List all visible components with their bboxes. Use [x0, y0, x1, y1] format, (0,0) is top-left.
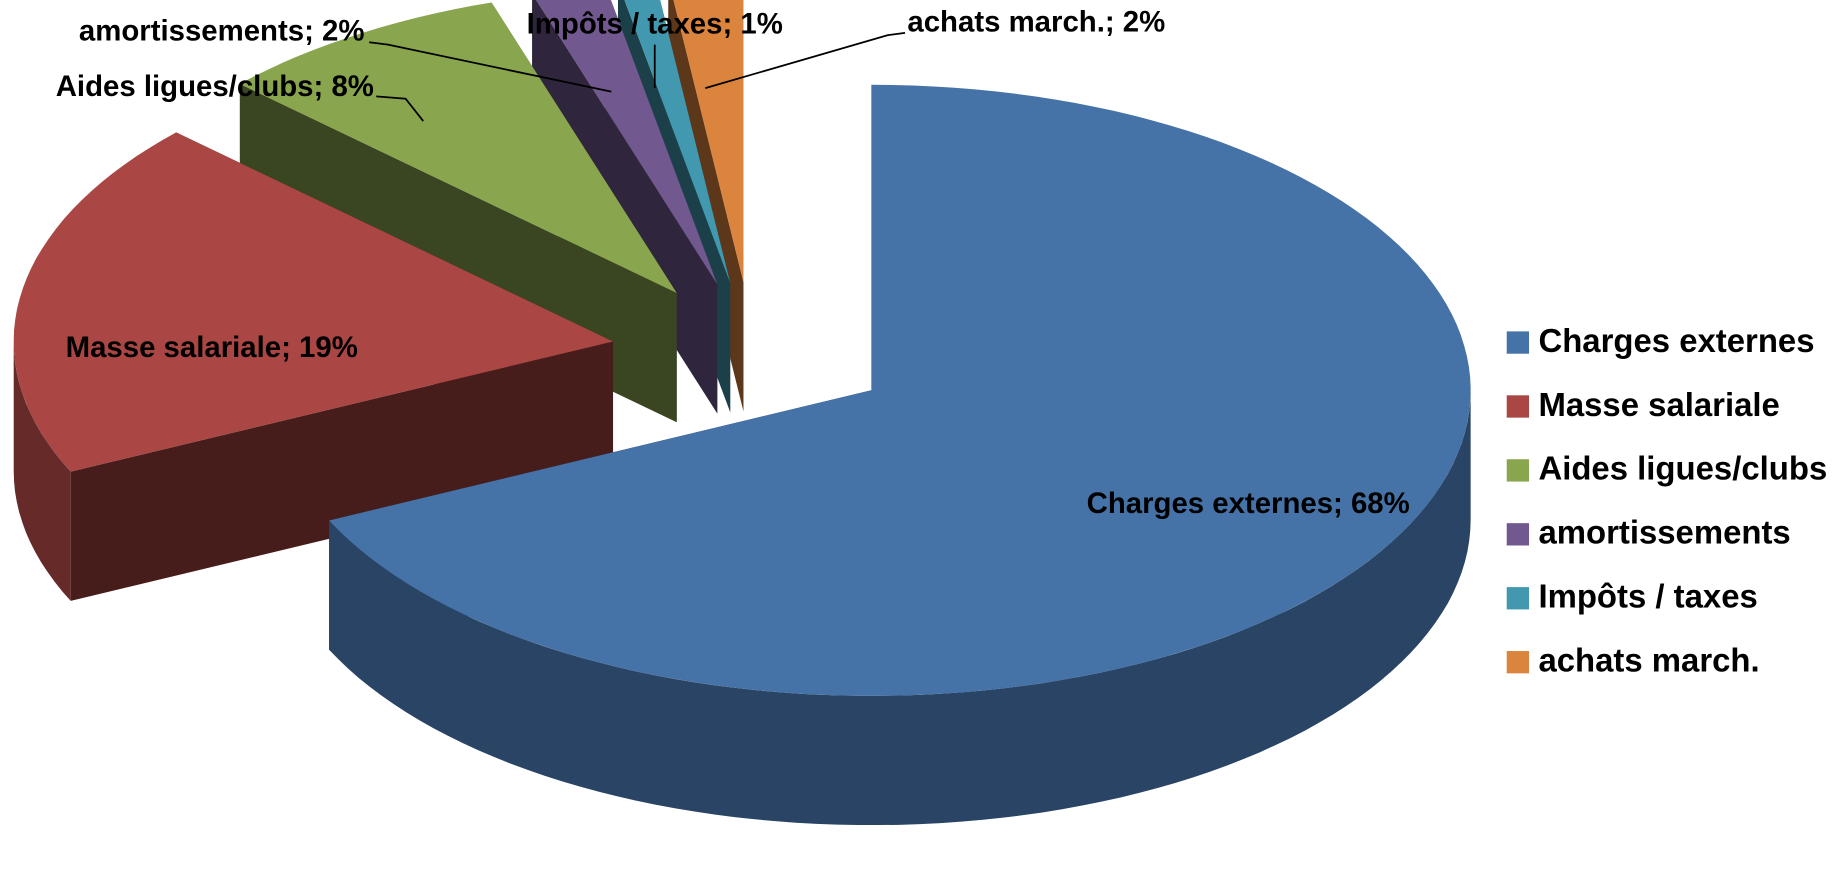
slice [13, 132, 614, 472]
slice [536, 0, 718, 285]
leader-line [705, 32, 906, 89]
legend-swatch [1506, 395, 1530, 418]
data-label: Masse salariale; 19% [66, 331, 358, 364]
legend-swatch [1506, 523, 1530, 546]
leader-line [376, 95, 424, 122]
pie [13, 0, 1471, 826]
legend-swatch [1506, 331, 1530, 354]
data-label: Charges externes; 68% [1087, 487, 1410, 520]
legend-label: Masse salariale [1538, 386, 1779, 423]
slice-side [70, 341, 614, 601]
slice-side [13, 341, 71, 601]
slice [329, 84, 1471, 696]
legend-swatch [1506, 587, 1530, 610]
slice [239, 2, 677, 293]
legend-label: Aides ligues/clubs [1538, 450, 1827, 487]
data-label: achats march.; 2% [907, 5, 1165, 38]
legend-label: Charges externes [1538, 322, 1814, 359]
legend-label: Impôts / taxes [1538, 578, 1757, 615]
data-label: Aides ligues/clubs; 8% [56, 70, 374, 103]
legend-swatch [1506, 651, 1530, 674]
data-label: Impôts / taxes; 1% [527, 8, 783, 41]
legend-label: amortissements [1538, 514, 1790, 551]
legend-swatch [1506, 459, 1530, 482]
data-label: amortissements; 2% [79, 15, 365, 48]
leader-line [369, 41, 612, 93]
legend-label: achats march. [1538, 641, 1759, 678]
slice-side [329, 390, 1471, 826]
